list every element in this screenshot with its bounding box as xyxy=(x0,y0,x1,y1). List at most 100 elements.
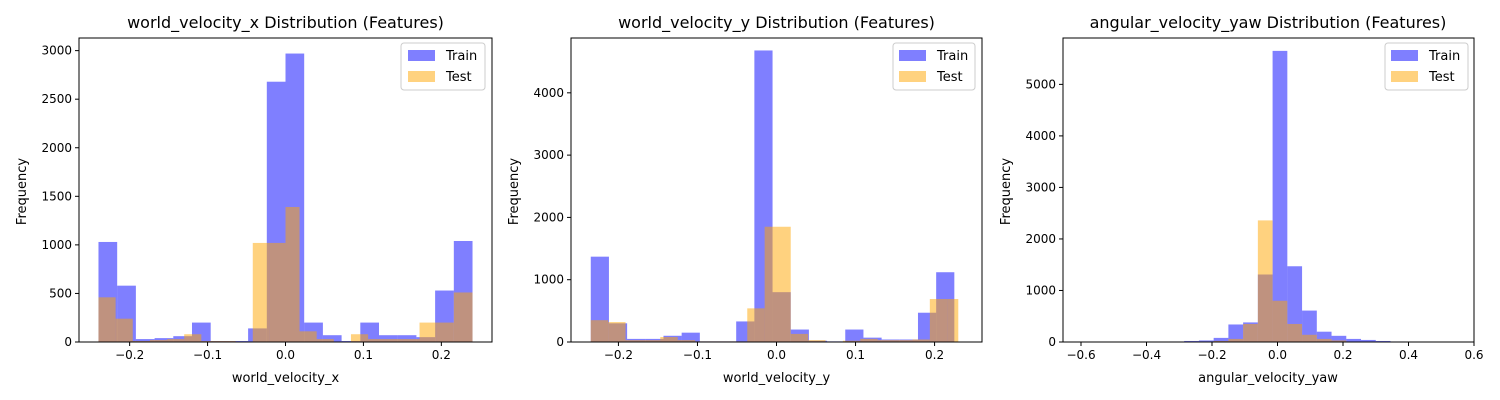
legend-label-test: Test xyxy=(936,70,963,85)
y-tick-label: 4000 xyxy=(1025,129,1056,143)
test-bar xyxy=(776,226,791,342)
legend-label-test: Test xyxy=(445,70,472,85)
train-bar xyxy=(845,329,864,342)
chart-panel-world-velocity-x: world_velocity_x Distribution (Features)… xyxy=(15,13,493,386)
x-tick-label: 0.1 xyxy=(354,348,373,362)
test-bar xyxy=(350,334,369,342)
test-bar xyxy=(385,339,403,342)
test-bar xyxy=(285,207,300,342)
train-bar xyxy=(379,335,398,342)
legend-swatch-test xyxy=(408,71,435,82)
test-bar xyxy=(436,322,454,342)
train-bar xyxy=(1331,335,1347,342)
train-bar xyxy=(1228,324,1244,342)
legend-label-test: Test xyxy=(1428,70,1455,85)
test-bar xyxy=(1302,334,1317,342)
ticks-layer: −0.2 −0.1 0.0 0.1 0.2 0 500 1000 1500 2000 2500 300… xyxy=(41,44,450,362)
test-bar xyxy=(590,320,609,342)
train-bar xyxy=(1213,337,1229,342)
y-axis-label: Frequency xyxy=(15,158,30,225)
test-bar xyxy=(1257,220,1273,342)
ticks-layer: −0.2 −0.1 0.0 0.1 0.2 0 1000 2000 3000 4000 xyxy=(533,86,944,362)
test-bar xyxy=(299,331,317,342)
train-bar xyxy=(1184,340,1199,342)
legend: Train Test xyxy=(400,42,486,91)
x-tick-label: 0.6 xyxy=(1464,348,1483,362)
test-bar xyxy=(947,299,959,342)
test-bar xyxy=(625,340,643,342)
y-tick-label: 3000 xyxy=(1025,180,1056,194)
train-bar xyxy=(1361,339,1376,342)
y-tick-label: 2500 xyxy=(41,92,72,106)
test-bar xyxy=(677,340,696,342)
test-bar xyxy=(453,292,473,342)
test-bar xyxy=(419,322,437,342)
test-bar xyxy=(842,340,861,342)
x-tick-label: 0.0 xyxy=(1268,348,1287,362)
bars-layer xyxy=(98,53,473,343)
x-tick-label: −0.2 xyxy=(1197,348,1226,362)
test-bar xyxy=(1331,340,1347,342)
y-axis-label: Frequency xyxy=(999,158,1014,225)
test-bar xyxy=(895,340,913,342)
test-bar xyxy=(808,340,826,342)
x-tick-label: 0.2 xyxy=(432,348,451,362)
x-tick-label: −0.6 xyxy=(1066,348,1095,362)
train-bar xyxy=(1272,50,1288,342)
test-bar xyxy=(184,334,202,342)
y-tick-label: 0 xyxy=(1048,335,1056,349)
x-tick-label: 0.1 xyxy=(846,348,865,362)
test-bar xyxy=(316,339,334,342)
y-tick-label: 0 xyxy=(556,335,564,349)
y-tick-label: 500 xyxy=(49,286,72,300)
ticks-layer: −0.6 −0.4 −0.2 0.0 0.2 0.4 0.6 0 1000 2000 3000 400… xyxy=(1025,77,1483,362)
y-tick-label: 2000 xyxy=(533,210,564,224)
y-tick-label: 0 xyxy=(64,335,72,349)
train-bar xyxy=(1316,331,1332,342)
y-tick-label: 2000 xyxy=(41,141,72,155)
x-tick-label: −0.2 xyxy=(115,348,144,362)
x-tick-label: −0.1 xyxy=(683,348,712,362)
test-bar xyxy=(252,242,270,342)
y-tick-label: 5000 xyxy=(1025,77,1056,91)
test-bar xyxy=(402,339,420,342)
test-bar xyxy=(642,340,661,342)
test-bar xyxy=(1243,323,1258,342)
chart-panel-angular-velocity-yaw: angular_velocity_yaw Distribution (Featu… xyxy=(999,13,1484,386)
legend-label-train: Train xyxy=(936,49,968,64)
test-bar xyxy=(660,337,678,342)
plot-frame xyxy=(1062,37,1475,343)
test-bar xyxy=(877,340,896,342)
test-bar xyxy=(269,242,286,342)
x-axis-label: world_velocity_x xyxy=(232,371,340,386)
train-bar xyxy=(681,332,700,342)
train-bar xyxy=(135,339,155,342)
y-tick-label: 1000 xyxy=(1025,283,1056,297)
legend-swatch-test xyxy=(1391,71,1418,82)
test-bar xyxy=(149,340,168,342)
train-bar xyxy=(1346,338,1362,342)
test-bar xyxy=(1272,300,1288,342)
y-tick-label: 1000 xyxy=(533,273,564,287)
x-tick-label: −0.2 xyxy=(604,348,633,362)
plot-frame xyxy=(78,37,493,343)
legend: Train Test xyxy=(892,42,976,91)
legend-label-train: Train xyxy=(1428,49,1460,64)
x-axis-label: world_velocity_y xyxy=(723,371,831,386)
train-bar xyxy=(173,336,192,342)
y-tick-label: 1000 xyxy=(41,238,72,252)
y-tick-label: 3000 xyxy=(41,44,72,58)
y-axis-label: Frequency xyxy=(507,158,522,225)
chart-title: world_velocity_y Distribution (Features) xyxy=(618,13,935,33)
test-bar xyxy=(1287,323,1303,342)
test-bar xyxy=(167,339,185,342)
chart-title: angular_velocity_yaw Distribution (Featu… xyxy=(1090,13,1447,33)
x-tick-label: 0.4 xyxy=(1399,348,1418,362)
train-bar xyxy=(1375,340,1391,342)
y-tick-label: 3000 xyxy=(533,148,564,162)
test-bar xyxy=(764,226,777,342)
test-bar xyxy=(1213,340,1229,342)
x-tick-label: −0.1 xyxy=(193,348,222,362)
x-tick-label: 0.2 xyxy=(1333,348,1352,362)
